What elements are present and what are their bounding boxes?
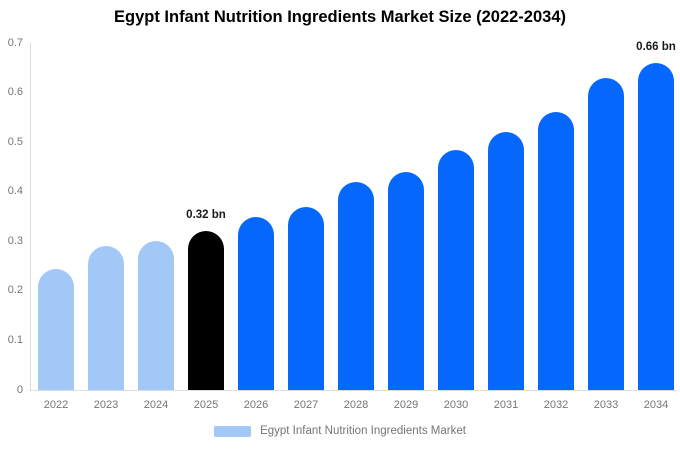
x-axis-label-2033: 2033: [593, 399, 619, 411]
x-axis-label-2029: 2029: [393, 399, 419, 411]
bar-2031: [488, 132, 524, 390]
bar-2032: [538, 112, 574, 390]
x-axis-label-2034: 2034: [643, 399, 669, 411]
y-tick-label-0.2: 0.2: [7, 284, 23, 297]
bar-2028: [338, 181, 374, 390]
y-tick-label-0.7: 0.7: [7, 36, 23, 49]
y-tick-label-0.6: 0.6: [7, 86, 23, 99]
bar-2022: [38, 268, 74, 390]
x-axis-line: [30, 390, 677, 391]
bar-2029: [388, 171, 424, 390]
legend-label: Egypt Infant Nutrition Ingredients Marke…: [260, 425, 466, 437]
y-tick-label-0.1: 0.1: [7, 333, 23, 346]
x-axis-label-2032: 2032: [543, 399, 569, 411]
chart-title: Egypt Infant Nutrition Ingredients Marke…: [113, 8, 566, 26]
x-axis-label-2024: 2024: [143, 399, 169, 411]
y-axis-line: [30, 43, 31, 390]
x-axis-label-2025: 2025: [193, 399, 219, 411]
bar-2030: [438, 149, 474, 390]
y-tick-label-0: 0: [16, 383, 23, 396]
bar-2025: [188, 231, 224, 390]
value-label-2025: 0.32 bn: [186, 209, 226, 222]
x-axis-label-2027: 2027: [293, 399, 319, 411]
legend-item-market[interactable]: Egypt Infant Nutrition Ingredients Marke…: [214, 425, 466, 437]
legend: Egypt Infant Nutrition Ingredients Marke…: [0, 425, 680, 437]
x-axis-label-2030: 2030: [443, 399, 469, 411]
bar-2027: [288, 206, 324, 390]
y-tick-label-0.4: 0.4: [7, 185, 23, 198]
y-tick-label-0.3: 0.3: [7, 234, 23, 247]
x-axis-label-2022: 2022: [43, 399, 69, 411]
bar-2034: [638, 62, 674, 390]
x-axis-label-2028: 2028: [343, 399, 369, 411]
bar-2023: [88, 246, 124, 390]
y-tick-label-0.5: 0.5: [7, 135, 23, 148]
value-label-2034: 0.66 bn: [636, 40, 676, 53]
bar-2024: [138, 241, 174, 390]
x-axis-label-2026: 2026: [243, 399, 269, 411]
legend-swatch-icon: [214, 425, 252, 437]
bar-2026: [238, 216, 274, 390]
x-axis-label-2031: 2031: [493, 399, 519, 411]
x-axis-label-2023: 2023: [93, 399, 119, 411]
bar-2033: [588, 77, 624, 390]
